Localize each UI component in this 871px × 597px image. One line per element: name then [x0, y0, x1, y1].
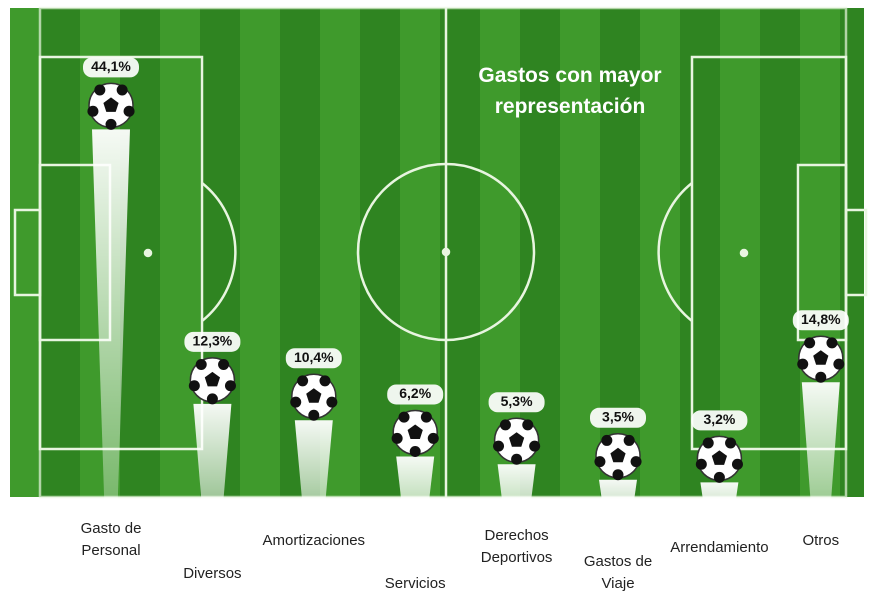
value-label: 6,2%	[399, 385, 431, 401]
ball-patch	[731, 458, 743, 470]
ball-patch	[711, 450, 728, 465]
ball-patch	[409, 445, 421, 457]
category-label: Diversos	[183, 565, 242, 582]
ball-patch	[725, 437, 737, 449]
ball	[290, 373, 338, 421]
bar	[92, 129, 130, 586]
bar	[396, 456, 435, 585]
category-label: Gasto de Personal	[80, 520, 142, 559]
value-label-bg	[387, 384, 444, 405]
value-label: 5,3%	[501, 393, 533, 409]
value-label: 44,1%	[91, 58, 131, 74]
ball	[391, 409, 439, 457]
bar	[599, 479, 637, 585]
ball-patch	[630, 456, 642, 468]
bar	[497, 464, 536, 585]
ball-patch	[797, 358, 809, 370]
ball	[594, 433, 642, 481]
ball-patch	[103, 97, 119, 112]
ball-patch	[87, 105, 99, 117]
ball-patch	[123, 105, 135, 117]
ball-patch	[610, 447, 626, 463]
ball-patch	[601, 434, 613, 446]
ball-patch	[695, 458, 707, 470]
ball-patch	[804, 337, 816, 349]
value-label-bg	[184, 331, 241, 352]
ball	[493, 417, 541, 465]
ball-patch	[195, 358, 207, 370]
ball-patch	[815, 371, 827, 383]
ball-patch	[306, 388, 322, 403]
ball-patch	[326, 396, 338, 408]
bar	[700, 482, 739, 585]
value-label-bg	[285, 348, 342, 369]
ball	[188, 357, 236, 405]
value-label-bg	[792, 310, 849, 331]
category-label: Derechos Deportivos	[480, 527, 553, 566]
ball-patch	[297, 375, 309, 387]
ball-patch	[224, 380, 236, 392]
ball-patch	[420, 411, 432, 423]
bar	[294, 420, 333, 585]
ball-patch	[623, 434, 635, 446]
ball-patch	[594, 456, 606, 468]
value-label-bg	[590, 407, 646, 428]
value-label-bg	[488, 392, 545, 413]
category-label: Otros	[802, 532, 840, 549]
ball-patch	[94, 84, 106, 96]
ball-patch	[522, 419, 534, 431]
category-label: Arrendamiento	[670, 539, 769, 556]
value-label: 14,8%	[801, 311, 841, 327]
ball-patch	[508, 432, 525, 447]
ball-patch	[427, 432, 439, 444]
ball-patch	[407, 424, 423, 439]
ball-patch	[713, 471, 725, 483]
ball-patch	[204, 371, 221, 387]
ball-patch	[813, 350, 829, 365]
ball-patch	[529, 440, 541, 452]
ball-patch	[218, 358, 230, 370]
ball-patch	[833, 358, 845, 370]
ball-patch	[511, 453, 523, 465]
bar	[801, 382, 840, 585]
value-label: 10,4%	[294, 349, 334, 365]
value-label: 12,3%	[193, 333, 233, 349]
ball-patch	[105, 118, 117, 130]
ball-patch	[398, 411, 410, 423]
ball-patch	[116, 84, 128, 96]
ball	[87, 82, 135, 130]
field	[10, 6, 868, 499]
category-label: Amortizaciones	[262, 532, 366, 549]
ball-patch	[308, 409, 320, 421]
ball-patch	[493, 440, 505, 452]
ball-patch	[290, 396, 302, 408]
ball-patch	[612, 469, 624, 481]
bar	[193, 403, 232, 585]
value-label-bg	[83, 57, 139, 78]
value-label-bg	[691, 410, 748, 431]
ball-patch	[702, 437, 714, 449]
value-label: 3,2%	[703, 411, 735, 427]
category-label: Servicios	[384, 575, 446, 592]
ball	[797, 335, 845, 383]
ball	[695, 435, 743, 483]
ball-patch	[826, 337, 838, 349]
ball-patch	[188, 380, 200, 392]
ball-patch	[206, 393, 218, 405]
ball-patch	[319, 375, 331, 387]
chart-title: Gastos con mayor representación	[478, 64, 662, 118]
value-label: 3,5%	[602, 408, 634, 424]
ball-patch	[499, 419, 511, 431]
category-label: Gastos de Viaje	[583, 553, 653, 592]
ball-patch	[391, 432, 403, 444]
